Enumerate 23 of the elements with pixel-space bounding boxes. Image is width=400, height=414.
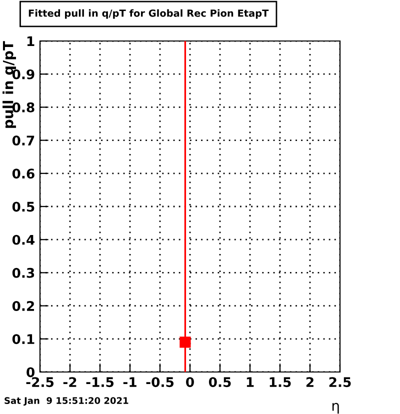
y-tick-label: 0.3	[12, 268, 34, 278]
y-tick-label: 0.2	[12, 301, 34, 311]
y-tick-label: 0.4	[12, 234, 35, 245]
x-tick-label: 1.5	[270, 377, 291, 388]
x-tick-label: -1.5	[86, 377, 114, 388]
chart-title: Fitted pull in q/pT for Global Rec Pion EtapT	[28, 9, 269, 19]
y-tick-label: 0.6	[12, 168, 34, 179]
y-tick-label: 0.1	[12, 334, 34, 344]
y-tick-label: 0.5	[12, 202, 34, 212]
x-tick-label: 2	[306, 377, 314, 387]
text: Sat Jan 9 15:51:20 2021	[4, 397, 128, 406]
x-tick-label: -2.5	[26, 377, 54, 388]
x-tick-label: 2.5	[329, 377, 351, 388]
x-tick-label: 0.5	[208, 377, 231, 388]
x-tick-label: 1	[246, 377, 254, 387]
x-tick-label: -2	[63, 377, 76, 387]
y-tick-label: 0	[26, 367, 35, 378]
x-tick-label: -0.5	[146, 377, 174, 388]
y-tick-label: 1	[27, 36, 34, 46]
x-axis-title: η	[332, 402, 339, 414]
x-tick-label: -1	[123, 377, 136, 387]
x-tick-label: 0	[186, 377, 194, 388]
y-tick-label: 0.7	[12, 136, 34, 146]
